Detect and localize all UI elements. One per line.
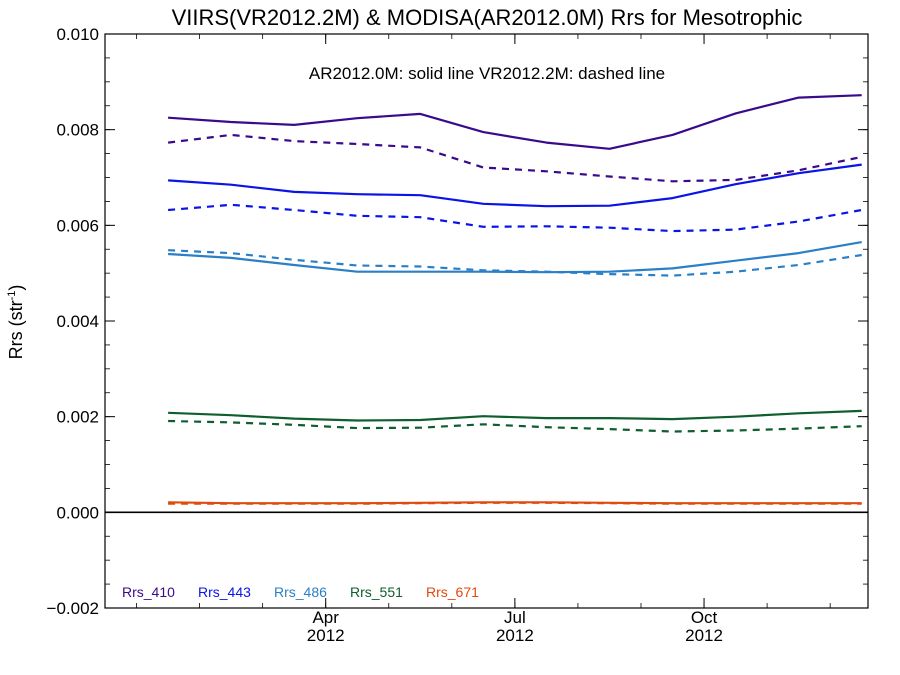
line-style-annotation: AR2012.0M: solid line VR2012.2M: dashed … — [309, 64, 665, 83]
legend-item-rrs-671: Rrs_671 — [426, 584, 479, 600]
series-line-rrs-443-solid — [168, 163, 862, 208]
x-tick-label-month: Jul — [504, 608, 526, 627]
series-line-rrs-410-solid — [168, 94, 862, 150]
legend: Rrs_410 Rrs_443 Rrs_486 Rrs_551 Rrs_671 — [122, 584, 479, 600]
x-tick-label-year: 2012 — [496, 626, 534, 645]
y-tick-label: 0.008 — [56, 121, 99, 140]
chart-title: VIIRS(VR2012.2M) & MODISA(AR2012.0M) Rrs… — [172, 5, 803, 30]
series-line-rrs-551-solid — [168, 409, 862, 422]
x-tick-label-month: Apr — [312, 608, 339, 627]
x-tick-label-month: Oct — [691, 608, 718, 627]
series-line-rrs-551-dashed — [168, 419, 862, 433]
series-line-rrs-410-dashed — [167, 133, 862, 183]
y-tick-label: 0.006 — [56, 216, 99, 235]
y-tick-label: 0.010 — [56, 25, 99, 44]
x-tick-label-year: 2012 — [685, 626, 723, 645]
y-axis-label: Rrs (str-1) — [6, 285, 26, 360]
y-tick-label: 0.004 — [56, 312, 99, 331]
legend-item-rrs-443: Rrs_443 — [198, 584, 251, 600]
plot-frame — [104, 33, 869, 609]
x-tick-label-year: 2012 — [307, 626, 345, 645]
legend-item-rrs-486: Rrs_486 — [274, 584, 327, 600]
y-tick-label: 0.000 — [56, 503, 99, 522]
y-axis-label-superscript: -1 — [6, 291, 18, 301]
y-tick-label: 0.002 — [56, 408, 99, 427]
y-tick-label: −0.002 — [47, 599, 99, 618]
legend-item-rrs-551: Rrs_551 — [350, 584, 403, 600]
plot-lines — [105, 94, 868, 514]
legend-item-rrs-410: Rrs_410 — [122, 584, 175, 600]
y-axis-label-main: Rrs (str — [6, 300, 26, 359]
series-line-rrs-486-solid — [168, 241, 862, 274]
axis-ticks: −0.0020.0000.0020.0040.0060.0080.010Apr2… — [47, 25, 868, 645]
y-axis-label-close: ) — [6, 285, 26, 291]
series-line-rrs-671-dashed — [168, 501, 862, 505]
series-line-rrs-443-dashed — [168, 203, 862, 233]
